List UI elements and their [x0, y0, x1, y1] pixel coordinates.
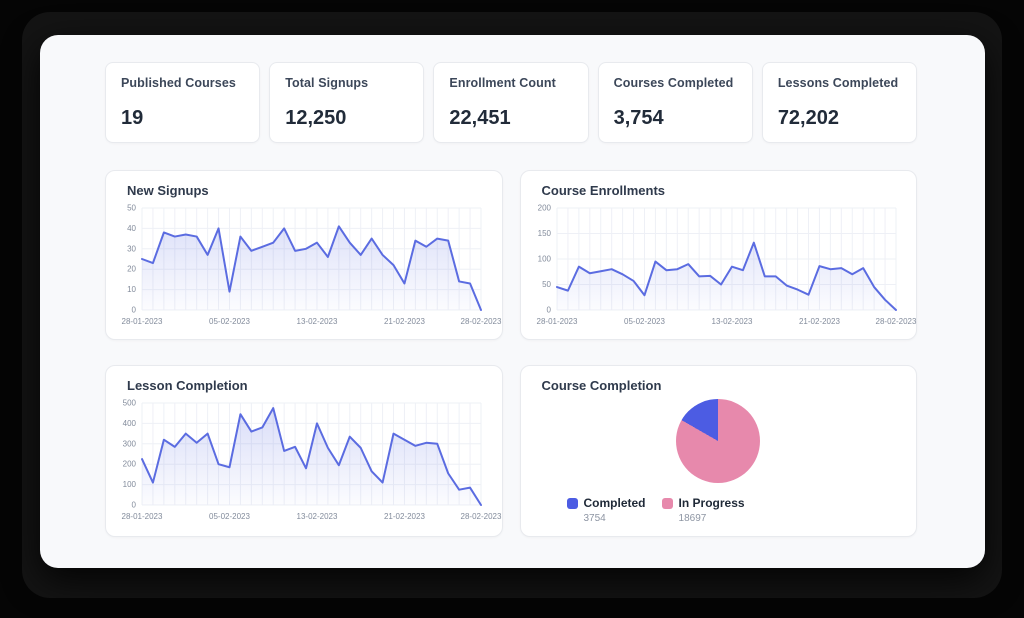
svg-text:28-01-2023: 28-01-2023 [536, 317, 577, 326]
legend-item-in-progress[interactable]: In Progress 18697 [661, 496, 745, 524]
stat-label: Published Courses [121, 76, 236, 90]
stat-card-courses-completed: Courses Completed 3,754 [597, 62, 753, 143]
legend-item-completed[interactable]: Completed 3754 [566, 496, 646, 524]
svg-text:500: 500 [123, 399, 137, 408]
legend-label: In Progress [678, 496, 745, 510]
svg-text:05-02-2023: 05-02-2023 [624, 317, 665, 326]
svg-text:0: 0 [132, 501, 137, 510]
pie-legend: Completed 3754 In Progress 18697 [566, 496, 907, 524]
svg-text:0: 0 [546, 306, 551, 315]
stat-value: 3,754 [613, 107, 664, 129]
svg-text:200: 200 [123, 460, 137, 469]
svg-text:150: 150 [537, 229, 551, 238]
svg-text:200: 200 [537, 204, 551, 213]
svg-text:21-02-2023: 21-02-2023 [384, 317, 425, 326]
stat-value: 22,451 [449, 107, 511, 129]
svg-text:28-01-2023: 28-01-2023 [122, 512, 163, 521]
stat-card-enrollment-count: Enrollment Count 22,451 [433, 62, 589, 143]
stat-value: 19 [121, 107, 144, 129]
svg-text:20: 20 [127, 265, 136, 274]
legend-value: 18697 [678, 513, 707, 524]
svg-text:100: 100 [123, 480, 137, 489]
svg-text:400: 400 [123, 419, 137, 428]
svg-text:40: 40 [127, 224, 136, 233]
stat-value: 72,202 [777, 107, 839, 129]
chart-title: New Signups [127, 183, 209, 198]
chart-card-course-completion: Course Completion Completed 3754 In Prog… [519, 365, 917, 537]
in-progress-legend-marker-icon [661, 498, 673, 509]
svg-text:50: 50 [127, 204, 136, 213]
svg-text:05-02-2023: 05-02-2023 [209, 317, 250, 326]
stat-label: Courses Completed [613, 76, 734, 90]
stat-label: Lessons Completed [777, 76, 899, 90]
svg-text:28-01-2023: 28-01-2023 [122, 317, 163, 326]
dashboard-panel: Published Courses 19 Total Signups 12,25… [40, 35, 985, 568]
svg-text:13-02-2023: 13-02-2023 [711, 317, 752, 326]
lesson-completion-chart[interactable]: 0 100 200 300 400 500 28-01-2023 05-02-2023 13-0… [116, 399, 502, 527]
chart-card-new-signups: New Signups 0 10 20 30 40 50 28-01-2023 05-02-2… [105, 170, 503, 340]
legend-label: Completed [583, 496, 646, 510]
chart-card-course-enrollments: Course Enrollments 0 50 100 150 200 28-01-202… [519, 170, 917, 340]
chart-title: Course Completion [541, 378, 662, 393]
course-completion-pie-chart[interactable] [676, 399, 761, 483]
stats-row: Published Courses 19 Total Signups 12,25… [105, 62, 918, 143]
svg-text:13-02-2023: 13-02-2023 [297, 512, 338, 521]
svg-text:21-02-2023: 21-02-2023 [384, 512, 425, 521]
stat-value: 12,250 [285, 107, 347, 129]
legend-value: 3754 [583, 513, 606, 524]
pie-wrap [531, 399, 907, 483]
chart-title: Course Enrollments [541, 183, 666, 198]
chart-title: Lesson Completion [127, 378, 248, 393]
course-enrollments-chart[interactable]: 0 50 100 150 200 28-01-2023 05-02-2023 13-02-20… [531, 204, 916, 332]
svg-text:28-02-2023: 28-02-2023 [875, 317, 916, 326]
svg-text:21-02-2023: 21-02-2023 [798, 317, 839, 326]
charts-grid: New Signups 0 10 20 30 40 50 28-01-2023 05-02-2… [105, 170, 917, 537]
svg-text:10: 10 [127, 285, 136, 294]
svg-text:300: 300 [123, 439, 137, 448]
svg-text:05-02-2023: 05-02-2023 [209, 512, 250, 521]
svg-text:28-02-2023: 28-02-2023 [461, 512, 502, 521]
stat-label: Total Signups [285, 76, 369, 90]
svg-text:100: 100 [537, 255, 551, 264]
stat-card-lessons-completed: Lessons Completed 72,202 [761, 62, 918, 143]
stat-card-total-signups: Total Signups 12,250 [269, 62, 425, 143]
new-signups-chart[interactable]: 0 10 20 30 40 50 28-01-2023 05-02-2023 13-02-202… [116, 204, 502, 332]
completed-legend-marker-icon [566, 498, 578, 509]
stat-label: Enrollment Count [449, 76, 556, 90]
svg-text:13-02-2023: 13-02-2023 [297, 317, 338, 326]
chart-card-lesson-completion: Lesson Completion 0 100 200 300 400 500 28-01-… [105, 365, 503, 537]
stat-card-published-courses: Published Courses 19 [105, 62, 261, 143]
svg-text:30: 30 [127, 244, 136, 253]
svg-text:0: 0 [132, 306, 137, 315]
svg-text:28-02-2023: 28-02-2023 [461, 317, 502, 326]
svg-text:50: 50 [542, 280, 551, 289]
